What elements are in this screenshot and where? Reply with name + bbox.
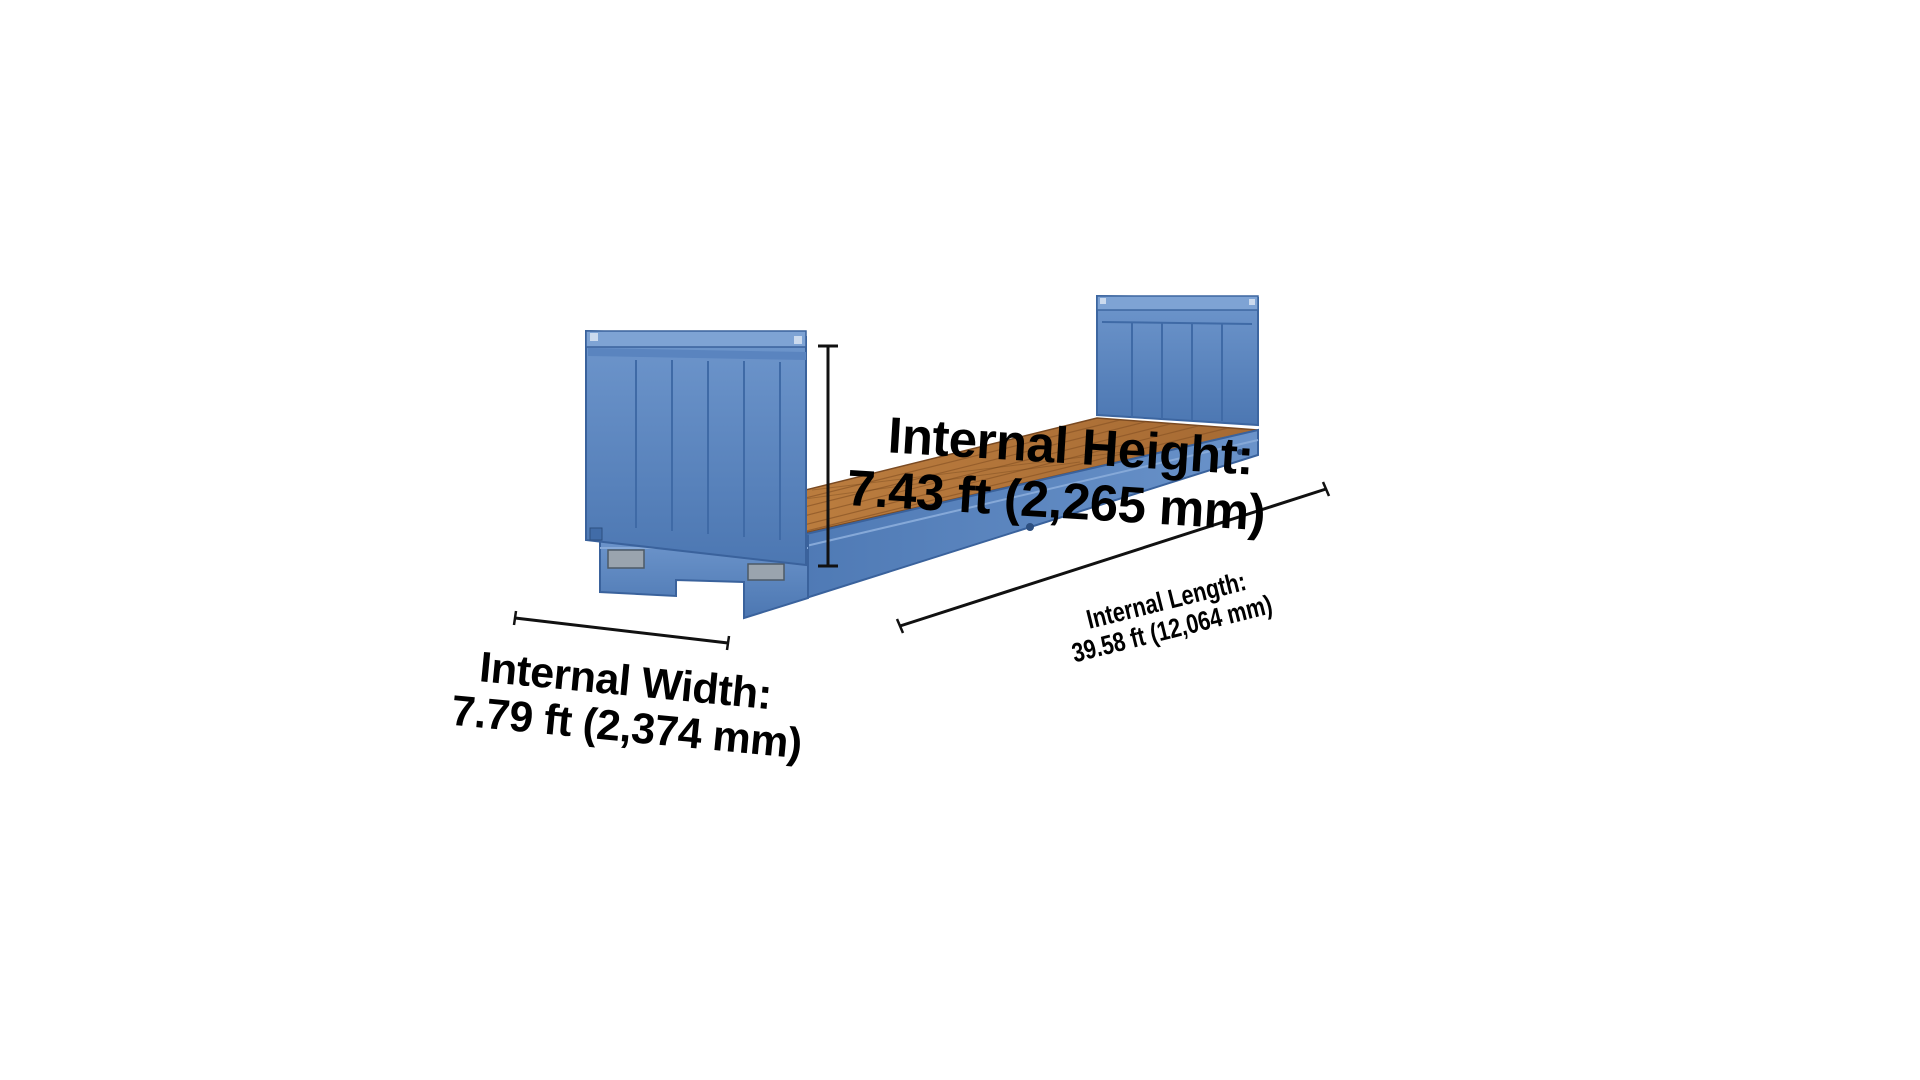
height-dimension-line (818, 344, 838, 568)
far-end-wall (1096, 294, 1259, 427)
width-dimension-line (512, 610, 731, 651)
length-dimension-line (895, 481, 1331, 634)
near-end-wall (585, 329, 807, 567)
